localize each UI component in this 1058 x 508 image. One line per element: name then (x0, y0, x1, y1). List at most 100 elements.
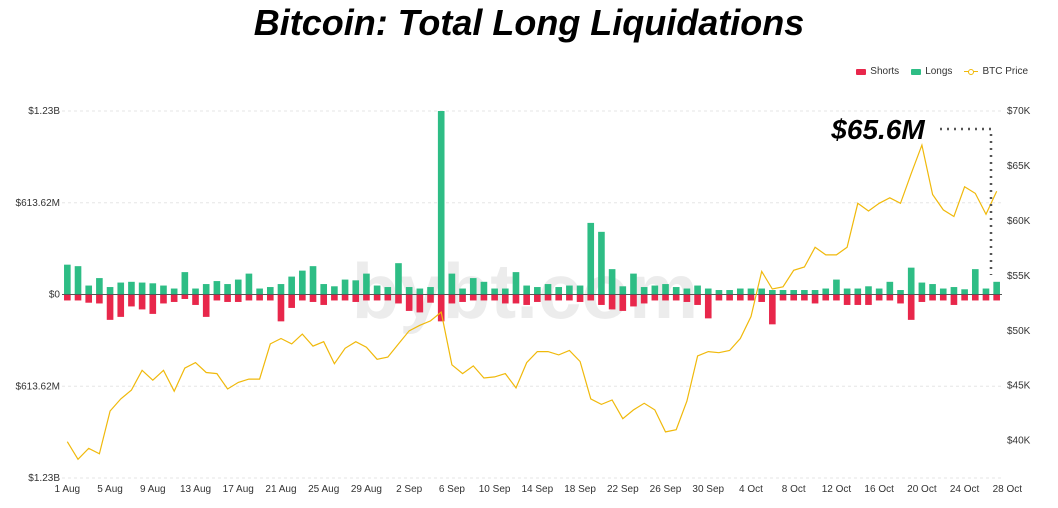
long-bar (672, 287, 680, 295)
long-bar (619, 286, 627, 295)
short-bar (566, 294, 573, 301)
short-bar (213, 294, 221, 301)
long-bar (587, 222, 595, 295)
long-bar (715, 290, 723, 295)
x-tick-label: 22 Sep (607, 484, 639, 495)
long-bar (437, 111, 445, 295)
long-bar (811, 290, 819, 295)
short-bar (85, 294, 93, 303)
short-bar (523, 294, 530, 305)
short-bar (630, 294, 637, 307)
short-bar (822, 294, 830, 301)
x-tick-label: 1 Aug (55, 484, 81, 495)
short-bar (897, 294, 904, 304)
short-bar (106, 294, 114, 320)
long-bar (758, 288, 765, 295)
short-bar (715, 294, 723, 301)
x-tick-label: 2 Sep (396, 484, 423, 495)
long-bar (854, 288, 862, 295)
short-bar (74, 294, 82, 301)
x-tick-label: 18 Sep (564, 484, 596, 495)
short-bar (320, 294, 328, 305)
long-bar (341, 279, 349, 295)
short-bar (448, 294, 456, 304)
long-bar (85, 285, 93, 295)
left-axis: $1.23B $613.62M $0 $613.62M $1.23B (16, 106, 61, 484)
short-bar (843, 294, 851, 305)
short-bar (640, 294, 648, 304)
short-bar (747, 294, 755, 301)
x-tick-label: 30 Sep (692, 484, 724, 495)
short-bar (309, 294, 317, 302)
x-tick-label: 5 Aug (97, 484, 123, 495)
short-bar (576, 294, 584, 302)
long-bar (822, 288, 830, 295)
short-bar (587, 294, 595, 301)
short-bar (138, 294, 146, 310)
short-bar (939, 294, 947, 301)
short-bar (993, 294, 1000, 301)
long-bar (266, 287, 274, 295)
long-bar (651, 285, 659, 295)
long-bar (523, 285, 530, 295)
short-bar (619, 294, 627, 311)
short-bar (299, 294, 306, 301)
long-bar (598, 231, 605, 295)
long-bar (384, 287, 392, 295)
legend-item-btc-price[interactable]: BTC Price (964, 66, 1028, 77)
long-bar (352, 280, 360, 295)
short-bar (96, 294, 103, 304)
x-tick-label: 21 Aug (265, 484, 296, 495)
short-bar (736, 294, 744, 301)
btc-price-line (66, 142, 998, 461)
legend-item-shorts[interactable]: Shorts (856, 66, 899, 77)
long-bar (448, 273, 456, 295)
longs-swatch (911, 68, 922, 75)
long-bar (736, 288, 744, 295)
long-bar (224, 284, 231, 295)
short-bar (758, 294, 765, 302)
short-bar (331, 294, 338, 301)
long-bar (395, 263, 402, 295)
left-tick-label: $1.23B (28, 106, 60, 117)
short-bar (886, 294, 894, 301)
long-bar (833, 279, 840, 295)
short-bar (512, 294, 520, 304)
right-tick-label: $55K (1007, 271, 1031, 282)
long-bar (779, 290, 787, 295)
long-bar (576, 285, 584, 295)
short-bar (534, 294, 541, 302)
x-tick-label: 9 Aug (140, 484, 166, 495)
long-bar (331, 286, 338, 295)
right-tick-label: $70K (1007, 106, 1031, 117)
x-tick-label: 16 Oct (864, 484, 894, 495)
x-tick-label: 28 Oct (993, 484, 1023, 495)
legend-item-longs[interactable]: Longs (911, 66, 952, 77)
chart-title: Bitcoin: Total Long Liquidations (253, 2, 805, 43)
long-bar (683, 288, 691, 295)
short-bar (598, 294, 605, 305)
long-bar (459, 288, 466, 295)
x-tick-label: 4 Oct (739, 484, 763, 495)
short-bar (501, 294, 509, 304)
legend-label-shorts: Shorts (870, 66, 900, 77)
right-tick-label: $45K (1007, 381, 1031, 392)
short-bar (854, 294, 862, 305)
long-bar (897, 290, 904, 295)
chart-legend: Shorts Longs BTC Price (856, 66, 1028, 77)
short-bar (288, 294, 295, 308)
short-bar (790, 294, 798, 301)
long-bar (694, 285, 701, 295)
short-bar (245, 294, 253, 301)
left-tick-label: $1.23B (28, 473, 60, 484)
long-bar (534, 287, 541, 295)
long-bar (982, 288, 990, 295)
short-bar (662, 294, 669, 301)
short-bar (608, 294, 616, 310)
short-bar (651, 294, 659, 301)
long-bar (96, 278, 103, 295)
long-bar (501, 288, 509, 295)
short-bar (694, 294, 701, 305)
long-bar (993, 281, 1000, 295)
short-bar (384, 294, 392, 301)
